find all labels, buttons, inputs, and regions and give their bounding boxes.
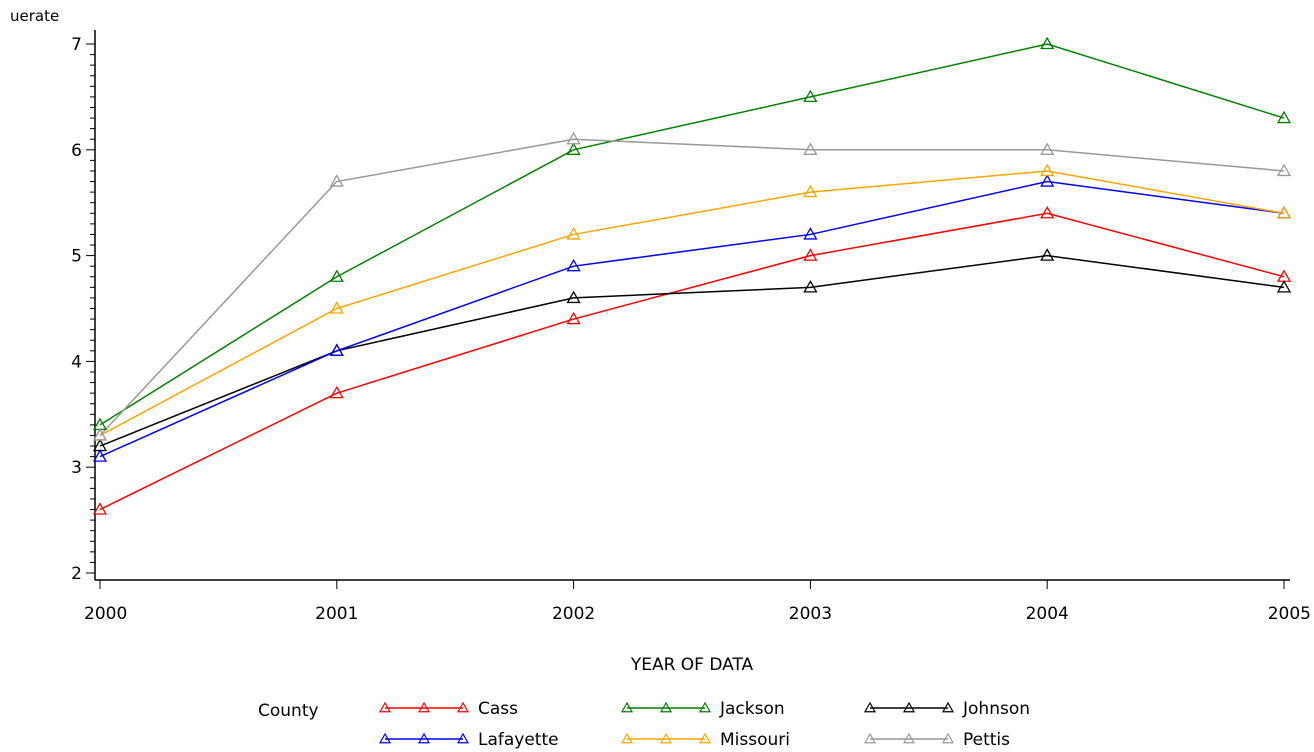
data-point-pettis xyxy=(803,142,818,155)
data-point-lafayette xyxy=(329,343,344,356)
x-axis-label: YEAR OF DATA xyxy=(630,655,754,675)
data-point-missouri xyxy=(1276,205,1292,219)
legend: County Cass Jackson Johnson Lafayette Missou… xyxy=(258,699,1030,750)
legend-marker-cass xyxy=(417,701,431,713)
y-axis-label: uerate xyxy=(10,7,59,25)
y-tick-label: 2 xyxy=(71,564,82,584)
y-tick-label: 4 xyxy=(71,352,82,372)
data-point-pettis xyxy=(566,131,581,145)
series-markers xyxy=(92,36,1292,515)
data-point-cass xyxy=(92,502,108,515)
data-point-cass xyxy=(803,248,818,261)
legend-marker-lafayette xyxy=(417,732,431,744)
legend-marker-pettis xyxy=(941,732,955,744)
y-tick-label: 5 xyxy=(71,247,82,267)
data-point-johnson xyxy=(1276,280,1292,293)
legend-label-missouri: Missouri xyxy=(720,730,790,750)
legend-title: County xyxy=(258,701,319,721)
data-point-cass xyxy=(566,311,581,325)
data-point-pettis xyxy=(329,174,344,187)
data-point-jackson xyxy=(803,89,818,103)
series-line-pettis xyxy=(99,138,1285,436)
legend-marker-pettis xyxy=(902,732,916,744)
legend-marker-missouri xyxy=(659,732,673,744)
data-point-cass xyxy=(329,385,344,399)
legend-marker-missouri xyxy=(620,732,634,744)
legend-marker-pettis xyxy=(863,732,877,744)
series-line-johnson xyxy=(99,254,1285,447)
data-point-jackson xyxy=(1276,110,1292,124)
data-point-missouri xyxy=(329,301,344,314)
data-point-missouri xyxy=(1040,163,1055,177)
legend-marker-cass xyxy=(456,701,470,713)
data-point-jackson xyxy=(1040,36,1055,50)
legend-marker-cass xyxy=(378,701,392,713)
y-tick-label: 7 xyxy=(71,35,82,55)
y-tick-label: 6 xyxy=(71,141,82,161)
series-lines xyxy=(99,43,1285,511)
data-point-cass xyxy=(1040,205,1055,219)
legend-marker-johnson xyxy=(902,701,916,713)
x-tick-label: 2005 xyxy=(1268,604,1311,624)
data-point-pettis xyxy=(1040,142,1055,155)
x-tick-label: 2004 xyxy=(1026,604,1069,624)
x-tick-label: 2000 xyxy=(84,604,127,624)
legend-marker-missouri xyxy=(698,732,712,744)
legend-marker-johnson xyxy=(863,701,877,713)
data-point-lafayette xyxy=(92,449,108,462)
legend-label-johnson: Johnson xyxy=(962,699,1030,719)
legend-marker-jackson xyxy=(620,701,634,713)
data-point-johnson xyxy=(803,280,818,293)
legend-marker-jackson xyxy=(698,701,712,713)
data-point-lafayette xyxy=(566,258,581,272)
data-point-missouri xyxy=(803,184,818,198)
series-line-cass xyxy=(99,212,1285,511)
data-point-lafayette xyxy=(1040,174,1055,187)
legend-marker-lafayette xyxy=(378,732,392,744)
data-point-johnson xyxy=(1040,248,1055,261)
legend-marker-johnson xyxy=(941,701,955,713)
x-tick-label: 2003 xyxy=(789,604,832,624)
x-tick-label: 2001 xyxy=(315,604,358,624)
data-point-missouri xyxy=(566,227,581,240)
series-line-jackson xyxy=(99,43,1285,426)
data-point-johnson xyxy=(566,290,581,304)
legend-marker-lafayette xyxy=(456,732,470,744)
data-point-lafayette xyxy=(803,227,818,240)
series-line-lafayette xyxy=(99,180,1285,458)
legend-label-lafayette: Lafayette xyxy=(478,730,559,750)
data-point-pettis xyxy=(92,428,108,441)
data-point-jackson xyxy=(329,269,344,282)
legend-label-jackson: Jackson xyxy=(719,699,785,719)
data-point-jackson xyxy=(566,142,581,155)
data-point-pettis xyxy=(1276,163,1292,177)
legend-label-pettis: Pettis xyxy=(963,730,1010,750)
series-line-missouri xyxy=(99,170,1285,437)
x-tick-label: 2002 xyxy=(552,604,595,624)
legend-marker-jackson xyxy=(659,701,673,713)
axes: 2 3 4 5 6 7 2000 2001 2002 2003 2004 2005 xyxy=(71,30,1311,624)
y-tick-label: 3 xyxy=(71,458,82,478)
legend-label-cass: Cass xyxy=(478,699,518,719)
